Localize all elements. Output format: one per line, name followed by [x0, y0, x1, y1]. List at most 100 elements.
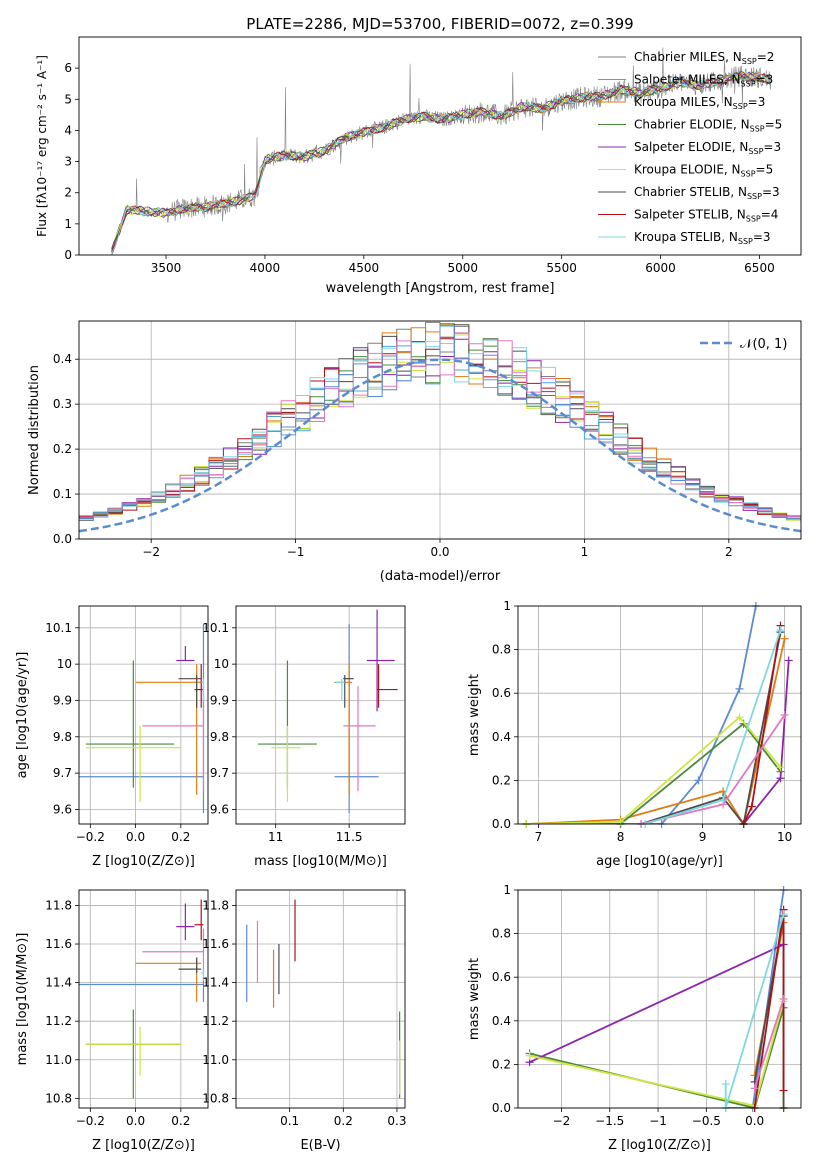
y-tick-label: 0.3: [53, 397, 72, 411]
x-axis-label: Z [log10(Z/Z⊙)]: [92, 854, 195, 869]
x-tick-label: −1: [649, 1114, 667, 1128]
y-tick-label: 0.4: [53, 352, 72, 366]
weight-series-line: [753, 909, 785, 1108]
legend-label: Salpeter MILES, NSSP=3: [634, 73, 773, 89]
x-tick-label: −2: [142, 545, 160, 559]
x-tick-label: 1: [581, 545, 589, 559]
panel-residuals: −2 −1 0.0 1 2 0.0 0.1 0.2 0.3 0.4 (data-model)/err…: [27, 320, 802, 584]
x-axis-label: (data-model)/error: [380, 569, 501, 584]
weight-series-line: [724, 913, 785, 1108]
x-tick-label: 11: [268, 830, 283, 844]
x-tick-label: −2: [553, 1114, 571, 1128]
y-tick-label: 0.2: [53, 442, 72, 456]
y-tick-label: 11.6: [202, 937, 229, 951]
y-tick-label: 5: [64, 92, 72, 106]
axes-frame: [78, 889, 209, 1109]
x-tick-label: 0.3: [387, 1114, 406, 1128]
figure-title: PLATE=2286, MJD=53700, FIBERID=0072, z=0…: [246, 15, 633, 33]
panel-ebv_mass: 0.1 0.2 0.3 10.8 11.0 11.2 11.4 11.6 11.8 E(B-V): [202, 889, 406, 1153]
axes-frame: [517, 889, 802, 1109]
y-tick-label: 10: [214, 657, 229, 671]
legend-label: Kroupa MILES, NSSP=3: [634, 95, 765, 111]
x-axis-label: wavelength [Angstrom, rest frame]: [326, 281, 555, 296]
panel-z_weight: −2 −1.5 −1 −0.5 0.0 0.0 0.2 0.4 0.6 0.8 1 Z [log10(…: [467, 883, 802, 1153]
legend-subscript: SSP: [738, 237, 753, 246]
x-axis-label: Z [log10(Z/Z⊙)]: [608, 1138, 711, 1153]
y-tick-label: 9.7: [53, 766, 72, 780]
x-tick-label: 11.5: [336, 830, 363, 844]
weight-point-marker: [525, 1051, 534, 1060]
y-tick-label: 11.8: [45, 898, 72, 912]
y-tick-label: 11.2: [45, 1014, 72, 1028]
y-tick-label: 4: [64, 123, 72, 137]
x-tick-label: 6500: [744, 261, 775, 275]
weight-series-line: [529, 1007, 785, 1108]
y-axis-label: age [log10(age/yr)]: [15, 652, 30, 779]
x-tick-label: 0.2: [171, 830, 190, 844]
x-tick-label: 9: [699, 830, 707, 844]
x-axis-label: Z [log10(Z/Z⊙)]: [92, 1138, 195, 1153]
x-tick-label: 0.2: [334, 1114, 353, 1128]
x-tick-label: 2: [725, 545, 733, 559]
weight-point-marker: [616, 817, 625, 826]
x-tick-label: −0.5: [692, 1114, 721, 1128]
x-axis-label: age [log10(age/yr)]: [596, 854, 723, 869]
x-tick-label: 6000: [645, 261, 676, 275]
legend-subscript: SSP: [747, 192, 762, 201]
y-tick-label: 9.8: [53, 730, 72, 744]
y-tick-label: 9.8: [210, 730, 229, 744]
axes-frame: [235, 605, 406, 825]
axes-frame: [78, 605, 209, 825]
legend-label: Kroupa ELODIE, NSSP=5: [634, 163, 773, 179]
legend-subscript: SSP: [748, 147, 763, 156]
y-tick-label: 11.0: [45, 1053, 72, 1067]
panel-z_age: −0.2 0.0 0.2 9.6 9.7 9.8 9.9 10 10.1 Z [log10(Z/Z…: [15, 605, 209, 869]
y-tick-label: 3: [64, 155, 72, 169]
y-tick-label: 11.2: [202, 1014, 229, 1028]
legend-label: Chabrier STELIB, NSSP=3: [634, 185, 780, 201]
axes-frame: [78, 36, 802, 256]
weight-point-marker: [776, 625, 785, 634]
y-axis-label: mass weight: [467, 958, 482, 1040]
weight-point-marker: [780, 711, 789, 719]
y-tick-label: 11.8: [202, 898, 229, 912]
y-tick-label: 9.9: [53, 693, 72, 707]
x-tick-label: −1.5: [595, 1114, 624, 1128]
x-tick-label: 8: [617, 830, 625, 844]
y-axis-label: mass [log10(M/M⊙)]: [15, 933, 30, 1066]
y-tick-label: 0.0: [53, 532, 72, 546]
legend-nssp: =3: [753, 230, 771, 244]
x-tick-label: 5000: [447, 261, 478, 275]
y-tick-label: 0.0: [492, 1101, 511, 1115]
legend-nssp: =5: [756, 163, 774, 177]
x-tick-label: 0.1: [280, 1114, 299, 1128]
x-axis-label: E(B-V): [300, 1138, 340, 1153]
x-tick-label: 10: [777, 830, 792, 844]
weight-point-marker: [747, 802, 756, 811]
y-tick-label: 11.4: [45, 976, 72, 990]
x-tick-label: −0.2: [76, 1114, 105, 1128]
legend-label: Chabrier ELODIE, NSSP=5: [634, 118, 782, 134]
x-tick-label: −0.2: [76, 830, 105, 844]
x-tick-label: 0.0: [430, 545, 449, 559]
y-tick-label: 0.4: [492, 1014, 511, 1028]
panel-mass_age: 11 11.5 9.6 9.7 9.8 9.9 10 10.1 mass [log10(M/M⊙…: [202, 605, 406, 869]
weight-point-marker: [780, 634, 789, 643]
weight-point-marker: [776, 774, 785, 783]
weight-point-marker: [779, 995, 788, 1003]
y-tick-label: 2: [64, 186, 72, 200]
y-tick-label: 11.6: [45, 937, 72, 951]
legend-nssp: =3: [748, 95, 766, 109]
y-tick-label: 1: [503, 599, 511, 613]
x-axis-label: mass [log10(M/M⊙)]: [254, 854, 387, 869]
y-tick-label: 0.8: [492, 643, 511, 657]
weight-series-line: [526, 715, 782, 824]
histogram-step: [79, 325, 801, 522]
legend-subscript: SSP: [741, 170, 756, 179]
weight-series-line: [526, 722, 782, 824]
legend-subscript: SSP: [746, 215, 761, 224]
weight-point-marker: [750, 1084, 759, 1093]
legend-label: Salpeter ELODIE, NSSP=3: [634, 140, 781, 156]
axes-frame: [517, 605, 802, 825]
y-tick-label: 10.8: [202, 1091, 229, 1105]
